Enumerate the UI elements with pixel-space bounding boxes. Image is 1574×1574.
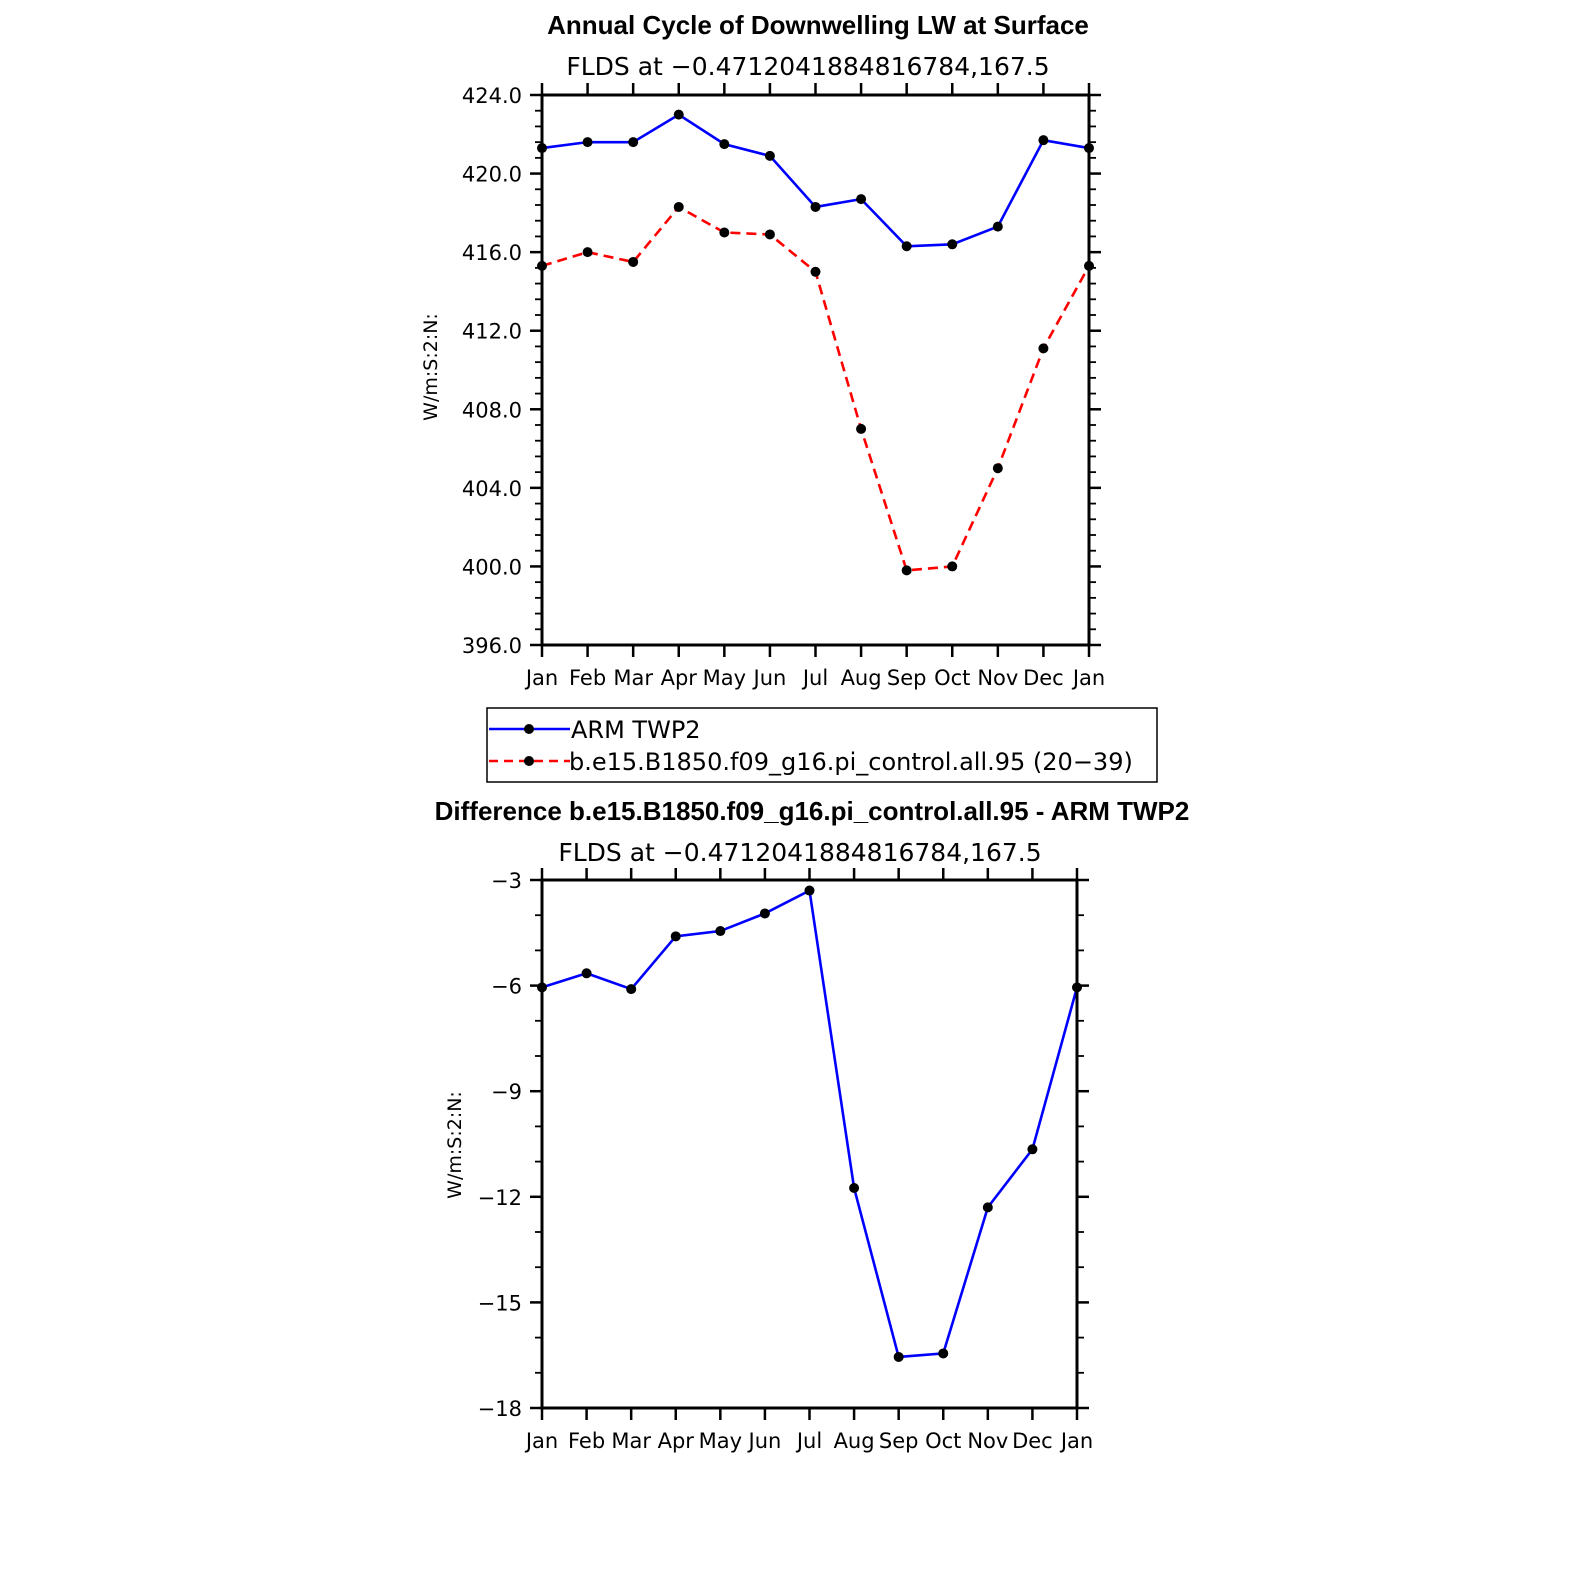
chart2-subtitle: FLDS at −0.4712041884816784,167.5 [558, 838, 1041, 867]
y-tick-label: 400.0 [462, 555, 522, 579]
data-point [810, 266, 821, 277]
x-tick-label: Apr [658, 1429, 695, 1453]
data-point [938, 1348, 949, 1359]
data-point [628, 137, 639, 148]
chart2-ticks: Jan Feb Mar Apr May Jun Jul Aug Sep Oct Nov Dec Jan−… [478, 868, 1093, 1453]
x-tick-label: May [703, 666, 746, 690]
x-tick-label: Jan [1059, 1429, 1093, 1453]
data-point [582, 137, 593, 148]
data-point [810, 201, 821, 212]
data-point [673, 201, 684, 212]
data-point [719, 139, 730, 150]
y-tick-label: 420.0 [462, 163, 522, 187]
data-point [715, 926, 726, 937]
x-tick-label: Mar [611, 1429, 651, 1453]
data-point [670, 931, 681, 942]
chart2-plot-frame [540, 878, 1079, 1410]
data-point [947, 239, 958, 250]
x-tick-label: Feb [568, 1429, 605, 1453]
data-point [1027, 1144, 1038, 1155]
y-tick-label: −9 [491, 1080, 522, 1104]
data-point [764, 150, 775, 161]
data-point [673, 109, 684, 120]
x-tick-label: Feb [569, 666, 606, 690]
data-point [947, 561, 958, 572]
x-tick-label: Oct [925, 1429, 961, 1453]
x-tick-label: Aug [834, 1429, 875, 1453]
x-tick-label: Jun [747, 1429, 782, 1453]
y-tick-label: 396.0 [462, 634, 522, 658]
data-point [849, 1183, 860, 1193]
x-tick-label: May [699, 1429, 742, 1453]
x-tick-label: Aug [841, 666, 882, 690]
y-tick-label: 408.0 [462, 398, 522, 422]
legend-label-arm: ARM TWP2 [571, 716, 701, 744]
series-line-0 [541, 113, 1090, 248]
data-point [759, 908, 770, 919]
x-tick-label: Sep [879, 1429, 919, 1453]
chart-annual-cycle: Annual Cycle of Downwelling LW at Surfac… [420, 10, 1105, 690]
x-tick-label: Dec [1012, 1429, 1053, 1453]
chart1-ticks: Jan Feb Mar Apr May Jun Jul Aug Sep Oct Nov Dec Jan3… [462, 83, 1105, 690]
data-point [901, 241, 912, 252]
data-point [856, 423, 867, 434]
x-tick-label: Jan [1071, 666, 1105, 690]
y-tick-label: 416.0 [462, 241, 522, 265]
data-point [628, 256, 639, 267]
x-tick-label: Jun [752, 666, 787, 690]
data-point [856, 194, 867, 205]
series-line-1 [541, 205, 1091, 572]
data-point [582, 247, 593, 258]
chart1-subtitle: FLDS at −0.4712041884816784,167.5 [566, 52, 1049, 81]
legend-marker-arm [524, 724, 534, 734]
data-point [992, 463, 1003, 474]
data-point [901, 565, 912, 576]
x-tick-label: Sep [887, 666, 927, 690]
data-point [992, 221, 1003, 232]
x-tick-label: Jan [524, 666, 558, 690]
legend-marker-model [524, 756, 534, 766]
data-point [804, 885, 815, 896]
x-tick-label: Oct [934, 666, 970, 690]
x-tick-label: Jan [524, 1429, 558, 1453]
series-line-0 [541, 888, 1079, 1359]
y-tick-label: −18 [478, 1397, 522, 1421]
chart-difference: Difference b.e15.B1850.f09_g16.pi_contro… [435, 796, 1190, 1453]
legend-box [486, 707, 1158, 783]
chart1-plot-frame [540, 93, 1091, 647]
chart1-title: Annual Cycle of Downwelling LW at Surfac… [547, 10, 1089, 40]
data-point [893, 1351, 904, 1362]
y-tick-label: −3 [491, 869, 522, 893]
y-tick-label: −12 [478, 1186, 522, 1210]
y-tick-label: −6 [491, 975, 522, 999]
data-point [982, 1202, 993, 1213]
data-point [1038, 135, 1049, 146]
x-tick-label: Apr [661, 666, 698, 690]
legend: ARM TWP2 b.e15.B1850.f09_g16.pi_control.… [486, 707, 1158, 783]
chart1-series [537, 109, 1094, 576]
chart2-ylabel: W/m:S:2:N: [444, 1091, 466, 1199]
x-tick-label: Nov [977, 666, 1018, 690]
y-tick-label: 424.0 [462, 84, 522, 108]
y-tick-label: 404.0 [462, 477, 522, 501]
data-point [581, 968, 592, 979]
chart2-title: Difference b.e15.B1850.f09_g16.pi_contro… [435, 796, 1190, 826]
legend-label-model: b.e15.B1850.f09_g16.pi_control.all.95 (2… [569, 748, 1133, 776]
data-point [719, 227, 730, 238]
y-tick-label: 412.0 [462, 320, 522, 344]
data-point [1038, 343, 1049, 354]
x-tick-label: Jul [801, 666, 828, 690]
x-tick-label: Jul [795, 1429, 822, 1453]
x-tick-label: Nov [967, 1429, 1008, 1453]
chart1-ylabel: W/m:S:2:N: [420, 313, 442, 421]
chart2-series [537, 885, 1082, 1362]
y-tick-label: −15 [478, 1291, 522, 1315]
x-tick-label: Dec [1023, 666, 1064, 690]
data-point [764, 229, 775, 240]
x-tick-label: Mar [613, 666, 653, 690]
data-point [626, 984, 637, 995]
